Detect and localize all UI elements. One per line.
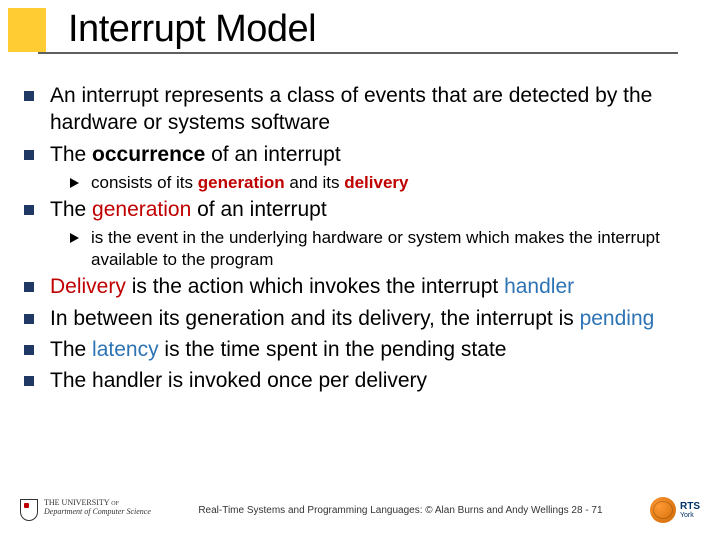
rts-logo: RTS York <box>650 497 700 523</box>
title-underline <box>38 52 678 54</box>
bullet-3-text: The generation of an interrupt <box>50 196 327 223</box>
bullet-4: Delivery is the action which invokes the… <box>24 273 692 300</box>
title-container: Interrupt Model <box>38 8 700 51</box>
bullet-6-text: The latency is the time spent in the pen… <box>50 336 506 363</box>
shield-icon <box>20 499 38 521</box>
rts-text: RTS York <box>680 502 700 519</box>
bullet-2: The occurrence of an interrupt <box>24 141 692 168</box>
slide-content: An interrupt represents a class of event… <box>24 82 692 399</box>
bullet-2-sub-1-text: consists of its generation and its deliv… <box>91 172 408 194</box>
square-bullet-icon <box>24 376 34 386</box>
bullet-2-text: The occurrence of an interrupt <box>50 141 341 168</box>
square-bullet-icon <box>24 91 34 101</box>
slide-title: Interrupt Model <box>68 8 700 51</box>
bullet-6: The latency is the time spent in the pen… <box>24 336 692 363</box>
university-text: THE UNIVERSITY of Department of Computer… <box>44 499 151 517</box>
bullet-1-text: An interrupt represents a class of event… <box>50 82 692 137</box>
bullet-2-sub-1: consists of its generation and its deliv… <box>70 172 692 194</box>
footer-citation: Real-Time Systems and Programming Langua… <box>151 505 650 516</box>
triangle-bullet-icon <box>70 178 79 188</box>
slide-footer: THE UNIVERSITY of Department of Computer… <box>20 490 700 530</box>
globe-icon <box>650 497 676 523</box>
bullet-5: In between its generation and its delive… <box>24 305 692 332</box>
square-bullet-icon <box>24 205 34 215</box>
bullet-5-text: In between its generation and its delive… <box>50 305 654 332</box>
university-logo: THE UNIVERSITY of Department of Computer… <box>20 499 151 521</box>
square-bullet-icon <box>24 314 34 324</box>
bullet-7: The handler is invoked once per delivery <box>24 367 692 394</box>
bullet-3: The generation of an interrupt <box>24 196 692 223</box>
bullet-1: An interrupt represents a class of event… <box>24 82 692 137</box>
square-bullet-icon <box>24 282 34 292</box>
bullet-7-text: The handler is invoked once per delivery <box>50 367 427 394</box>
bullet-3-sub-1-text: is the event in the underlying hardware … <box>91 227 692 271</box>
triangle-bullet-icon <box>70 233 79 243</box>
bullet-4-text: Delivery is the action which invokes the… <box>50 273 574 300</box>
square-bullet-icon <box>24 150 34 160</box>
bullet-3-sub-1: is the event in the underlying hardware … <box>70 227 692 271</box>
square-bullet-icon <box>24 345 34 355</box>
